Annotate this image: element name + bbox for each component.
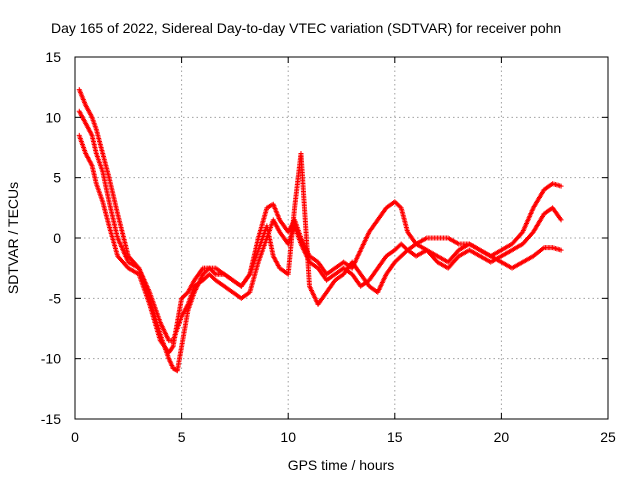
y-tick-label: 5 [53,170,61,186]
y-tick-label: -10 [41,351,61,367]
x-tick-label: 15 [387,429,403,445]
y-axis-label: SDTVAR / TECUs [5,182,21,294]
y-tick-label: -15 [41,411,61,427]
series-track-1 [76,87,564,374]
data-point [558,217,564,223]
x-axis-label: GPS time / hours [288,457,395,473]
series-track-2 [76,108,564,344]
data-point [212,270,218,276]
x-tick-label: 10 [280,429,296,445]
y-tick-label: 15 [45,49,61,65]
y-tick-label: 0 [53,230,61,246]
data-marks [76,87,564,374]
data-point [519,230,525,236]
x-tick-label: 25 [600,429,616,445]
y-tick-label: 10 [45,109,61,125]
x-tick-label: 5 [178,429,186,445]
chart-title: Day 165 of 2022, Sidereal Day-to-day VTE… [51,20,561,36]
axis-ticks: 0 5 10 15 20 25 -15 -10 -5 0 5 10 15 [41,49,616,445]
x-tick-label: 0 [71,429,79,445]
data-point [558,183,564,189]
data-point [558,247,564,253]
y-tick-label: -5 [49,290,62,306]
series-track-3 [76,132,564,356]
x-tick-label: 20 [494,429,510,445]
data-point [397,204,403,210]
